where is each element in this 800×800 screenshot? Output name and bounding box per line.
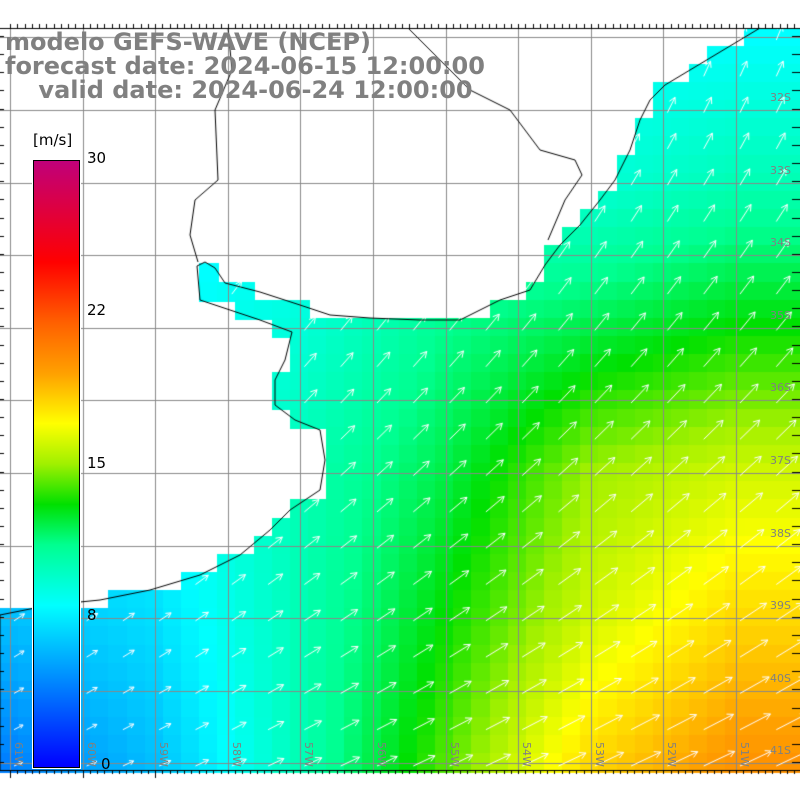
longitude-label: 53W xyxy=(592,742,606,767)
colorbar xyxy=(32,159,81,769)
colorbar-unit: [m/s] xyxy=(33,131,73,149)
colorbar-tick: 15 xyxy=(87,454,107,472)
colorbar-tick: 30 xyxy=(87,149,107,167)
model-title: modelo GEFS-WAVE (NCEP) xyxy=(5,28,371,56)
valid-date: valid date: 2024-06-24 12:00:00 xyxy=(5,76,473,104)
latitude-label: 38S xyxy=(770,526,791,540)
latitude-label: 37S xyxy=(770,454,791,467)
latitude-label: 32S xyxy=(770,91,791,104)
latitude-label: 36S xyxy=(770,381,791,395)
longitude-label: 55W xyxy=(447,742,461,767)
latitude-label: 35S xyxy=(770,308,791,322)
forecast-date: forecast date: 2024-06-15 12:00:00 xyxy=(5,52,485,80)
latitude-label: 40S xyxy=(770,671,791,685)
latitude-label: 39S xyxy=(770,599,791,613)
longitude-label: 54W xyxy=(520,742,534,767)
longitude-label: 56W xyxy=(375,742,388,767)
colorbar-tick: 22 xyxy=(87,301,107,319)
longitude-label: 59W xyxy=(157,742,171,767)
longitude-label: 61W xyxy=(12,742,25,767)
colorbar-tick: 8 xyxy=(87,606,97,624)
longitude-label: 58W xyxy=(229,742,243,767)
longitude-label: 57W xyxy=(302,742,316,767)
colorbar-tick: 0 xyxy=(101,755,111,773)
latitude-label: 33S xyxy=(770,163,791,177)
latitude-label: 34S xyxy=(770,236,791,250)
longitude-label: 52W xyxy=(665,742,679,767)
longitude-label: 60W xyxy=(84,742,98,767)
latitude-label: 41S xyxy=(770,744,791,758)
longitude-label: 51W xyxy=(738,742,751,767)
